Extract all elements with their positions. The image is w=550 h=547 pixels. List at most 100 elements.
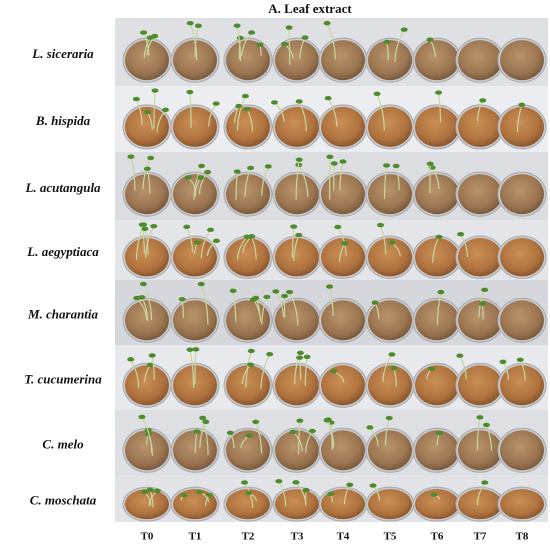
- leaf: [390, 365, 398, 371]
- seedling: [278, 480, 287, 507]
- dish-soil: [173, 300, 217, 341]
- dish-soil: [125, 365, 169, 406]
- leaf: [326, 284, 334, 289]
- leaf: [196, 489, 204, 495]
- leaf: [290, 224, 298, 229]
- leaf: [266, 352, 274, 357]
- row-label: T. cucumerina: [24, 371, 102, 386]
- leaf: [275, 478, 283, 484]
- seedling: [326, 22, 336, 60]
- leaf: [148, 353, 156, 358]
- dish-soil: [500, 365, 544, 406]
- seedling: [141, 416, 153, 453]
- leaf: [147, 155, 155, 161]
- leaf: [226, 430, 234, 436]
- leaf: [296, 350, 304, 356]
- leaf: [247, 362, 255, 367]
- leaf: [141, 226, 149, 232]
- dish-soil: [226, 365, 270, 406]
- leaf: [186, 20, 194, 26]
- dish-soil: [125, 40, 169, 81]
- leaf: [186, 89, 194, 95]
- seedling: [235, 171, 238, 200]
- dish-soil: [125, 106, 169, 147]
- leaf: [346, 482, 354, 487]
- leaf: [330, 369, 338, 374]
- leaf: [197, 281, 205, 287]
- leaf: [144, 109, 152, 115]
- seedling: [288, 27, 291, 65]
- dish-soil: [368, 40, 412, 81]
- leaf: [245, 433, 253, 438]
- dish-soil: [226, 489, 270, 520]
- leaf: [323, 20, 331, 26]
- dish-soil: [500, 300, 544, 341]
- seedling: [186, 226, 194, 253]
- dish-soil: [275, 106, 319, 147]
- leaf: [241, 93, 249, 99]
- leaf: [207, 227, 215, 232]
- leaf: [162, 107, 170, 113]
- dish-soil: [500, 238, 544, 277]
- seedling: [261, 296, 268, 325]
- dish-soil: [458, 174, 502, 215]
- leaf: [428, 366, 436, 371]
- dish-soil: [458, 489, 502, 520]
- dish-soil: [173, 40, 217, 81]
- dish-soil: [415, 174, 459, 215]
- dish-soil: [275, 174, 319, 215]
- leaf: [245, 490, 253, 496]
- leaf: [270, 100, 278, 105]
- leaf: [435, 90, 443, 95]
- seedling: [298, 420, 301, 455]
- column-label: T8: [516, 531, 529, 543]
- leaf: [143, 166, 151, 172]
- leaf: [199, 415, 207, 421]
- dish-soil: [321, 300, 365, 341]
- column-label: T5: [384, 531, 397, 543]
- row-label: L. aegyptiaca: [26, 244, 99, 259]
- leaf: [186, 347, 194, 352]
- column-label: T7: [474, 531, 487, 543]
- dish-soil: [415, 365, 459, 406]
- leaf: [334, 224, 342, 230]
- leaf: [140, 222, 148, 227]
- leaf: [193, 240, 201, 245]
- seedling: [293, 234, 300, 261]
- dish-soil: [125, 300, 169, 341]
- dish-soil: [368, 238, 412, 277]
- dish-soil: [321, 238, 365, 277]
- column-label: T0: [141, 531, 154, 543]
- seedling: [384, 417, 390, 446]
- leaf: [341, 241, 349, 246]
- leaf: [516, 357, 524, 362]
- seedling: [516, 104, 523, 133]
- leaf: [233, 23, 241, 28]
- leaf: [249, 297, 257, 302]
- seedling: [142, 157, 152, 190]
- leaf: [383, 163, 391, 168]
- dish-soil: [368, 489, 412, 520]
- seedling: [189, 92, 192, 128]
- seedling: [189, 349, 195, 388]
- dish-soil: [321, 430, 365, 471]
- leaf: [233, 169, 241, 174]
- photo-grid: [115, 18, 548, 522]
- leaf: [437, 289, 445, 295]
- leaf: [192, 347, 200, 352]
- leaf: [400, 27, 408, 32]
- seedling: [194, 25, 199, 57]
- leaf: [296, 418, 304, 423]
- dish-soil: [125, 489, 169, 520]
- dish-soil: [125, 238, 169, 277]
- leaf: [146, 362, 154, 367]
- seedling: [135, 98, 143, 126]
- leaf: [256, 42, 264, 47]
- seedling: [333, 163, 335, 191]
- leaf: [138, 414, 146, 420]
- dish-soil: [275, 489, 319, 520]
- leaf: [248, 30, 256, 35]
- leaf: [272, 289, 280, 294]
- seedling: [304, 356, 308, 387]
